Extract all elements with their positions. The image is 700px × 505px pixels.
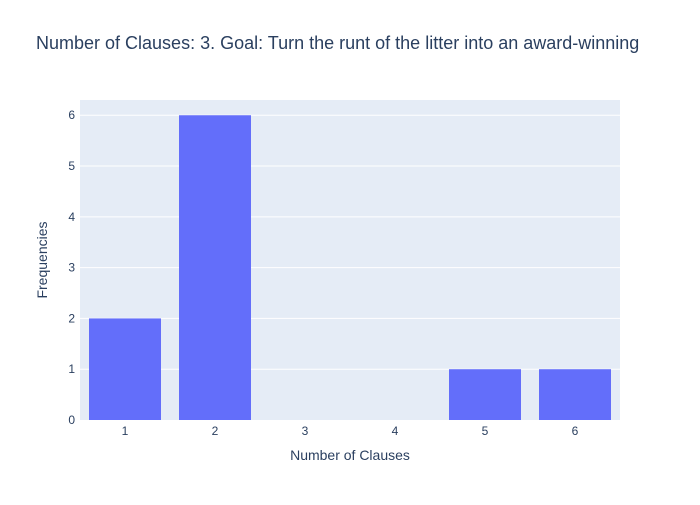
y-tick-label: 0 <box>68 413 75 427</box>
y-axis-title: Frequencies <box>34 221 50 298</box>
x-tick-label: 5 <box>482 424 489 438</box>
plot-area <box>80 100 620 420</box>
y-tick-label: 6 <box>68 108 75 122</box>
bar-6 <box>539 369 611 420</box>
bar-5 <box>449 369 521 420</box>
y-axis-ticks: 0 1 2 3 4 5 6 <box>68 108 75 427</box>
x-axis-title: Number of Clauses <box>290 447 410 463</box>
gridlines <box>80 114 620 370</box>
x-tick-label: 6 <box>572 424 579 438</box>
x-tick-label: 3 <box>302 424 309 438</box>
bar-1 <box>89 318 161 420</box>
y-tick-label: 1 <box>68 362 75 376</box>
bars <box>89 115 611 420</box>
chart-title: Number of Clauses: 3. Goal: Turn the run… <box>36 33 640 53</box>
x-tick-label: 1 <box>122 424 129 438</box>
y-tick-label: 4 <box>68 210 75 224</box>
x-tick-label: 2 <box>212 424 219 438</box>
y-tick-label: 5 <box>68 159 75 173</box>
y-tick-label: 2 <box>68 311 75 325</box>
x-tick-label: 4 <box>392 424 399 438</box>
y-tick-label: 3 <box>68 261 75 275</box>
bar-2 <box>179 115 251 420</box>
x-axis-ticks: 1 2 3 4 5 6 <box>122 424 579 438</box>
